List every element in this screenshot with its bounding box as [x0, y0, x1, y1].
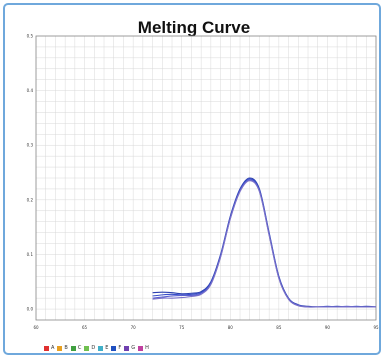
legend: A B C D E F G H [44, 343, 149, 353]
legend-label: E [105, 344, 109, 351]
legend-item: E [98, 344, 109, 351]
series-layer [152, 177, 377, 308]
legend-label: B [64, 344, 68, 351]
tick-layer: 60 65 70 75 80 85 90 95 0.0 0.1 0.2 0.3 0.4 0.5 [27, 34, 379, 331]
series-line-2 [152, 178, 377, 308]
legend-item: H [138, 344, 149, 351]
legend-swatch [111, 345, 117, 351]
legend-item: F [111, 344, 122, 351]
series-line-1 [152, 177, 377, 308]
grid-major [35, 35, 377, 321]
x-tick-label: 95 [373, 325, 379, 330]
legend-swatch [70, 345, 76, 351]
legend-item: A [44, 344, 55, 351]
x-tick-label: 80 [228, 325, 234, 330]
plot-border [35, 35, 377, 321]
legend-label: A [51, 344, 55, 351]
chart-title: Melting Curve [137, 18, 251, 37]
x-tick-label: 75 [179, 325, 185, 330]
x-tick-label: 90 [325, 325, 331, 330]
y-tick-label: 0.4 [27, 88, 34, 93]
y-tick-label: 0.2 [27, 197, 34, 202]
y-tick-label: 0.5 [27, 34, 34, 39]
grid-minor [35, 35, 377, 320]
y-tick-label: 0.1 [27, 252, 34, 257]
legend-swatch [84, 345, 90, 351]
legend-label: H [145, 344, 149, 351]
x-tick-label: 65 [82, 325, 88, 330]
legend-item: D [84, 344, 96, 351]
legend-swatch [44, 345, 49, 351]
legend-swatch [124, 345, 130, 351]
legend-swatch [98, 345, 104, 351]
series-line-4 [152, 180, 376, 308]
legend-label: C [77, 344, 82, 351]
x-tick-label: 60 [33, 325, 39, 330]
x-tick-label: 70 [131, 325, 137, 330]
legend-item: B [57, 344, 68, 351]
legend-swatch [57, 345, 63, 351]
legend-label: D [91, 344, 96, 351]
legend-label: G [131, 344, 136, 351]
y-tick-label: 0.0 [27, 307, 34, 312]
legend-label: F [118, 344, 122, 351]
legend-item: G [124, 344, 136, 351]
legend-swatch [138, 345, 144, 351]
y-tick-label: 0.3 [27, 143, 34, 148]
x-tick-label: 85 [276, 325, 282, 330]
legend-item: C [70, 344, 82, 351]
